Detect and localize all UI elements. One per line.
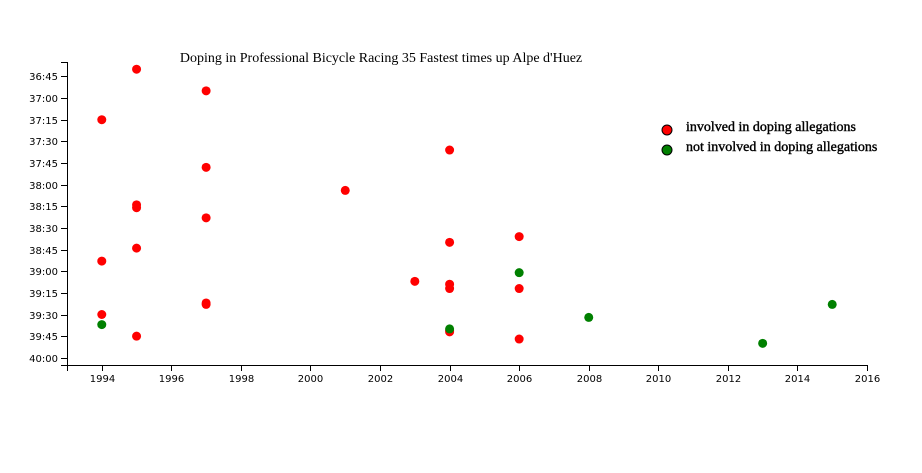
point-clean: [584, 312, 594, 322]
point-doping: [445, 237, 455, 247]
y-tick-label: 38:15: [29, 202, 58, 213]
y-tick-label: 37:00: [29, 94, 58, 105]
data-points: [97, 64, 837, 348]
point-doping: [97, 310, 107, 319]
legend-marker-doping: [661, 124, 673, 136]
y-tick-label: 37:15: [29, 116, 58, 127]
x-tick-label: 2006: [507, 374, 532, 385]
point-doping: [514, 284, 524, 294]
y-tick-label: 40:00: [29, 354, 58, 365]
x-tick-label: 1994: [90, 374, 115, 385]
point-doping: [97, 115, 107, 125]
x-tick-label: 2014: [785, 374, 810, 385]
legend-label-doping: involved in doping allegations: [686, 120, 856, 135]
x-tick-label: 1998: [229, 374, 254, 385]
point-doping: [514, 334, 524, 344]
point-doping: [132, 243, 142, 253]
point-clean: [827, 299, 837, 309]
x-tick-label: 2012: [716, 374, 741, 385]
point-clean: [445, 324, 455, 334]
chart-title: Doping in Professional Bicycle Racing 35…: [180, 51, 582, 66]
point-doping: [201, 86, 211, 96]
legend-marker-clean: [661, 144, 673, 156]
point-doping: [410, 276, 420, 286]
x-tick-label: 2002: [368, 374, 393, 385]
y-tick-label: 36:45: [29, 72, 58, 83]
point-doping: [132, 203, 142, 213]
x-tick-label: 2008: [577, 374, 602, 385]
y-tick-label: 37:30: [29, 137, 58, 148]
y-axis: 36:45 37:00 37:15 37:30 37:45 38:00 38:15 38:30…: [29, 62, 68, 366]
x-tick-label: 1996: [159, 374, 184, 385]
y-tick-label: 39:45: [29, 332, 58, 343]
point-doping: [514, 232, 524, 242]
x-axis: 1994 1996 1998 2000 2002 2004 2006 2008 2010 2012…: [67, 365, 880, 385]
x-tick-label: 2016: [855, 374, 880, 385]
point-clean: [514, 268, 524, 278]
point-doping: [445, 284, 455, 294]
legend: involved in doping allegations not involv…: [661, 120, 878, 156]
point-doping: [445, 145, 455, 155]
point-doping: [340, 185, 350, 195]
point-doping: [97, 256, 107, 266]
point-doping: [201, 299, 211, 309]
point-doping: [201, 213, 211, 223]
x-tick-label: 2000: [298, 374, 323, 385]
point-doping: [132, 331, 142, 341]
point-clean: [758, 338, 768, 348]
y-tick-label: 39:00: [29, 267, 58, 278]
legend-label-clean: not involved in doping allegations: [686, 140, 877, 155]
y-tick-label: 39:15: [29, 289, 58, 300]
point-clean: [97, 320, 107, 330]
y-tick-label: 38:45: [29, 246, 58, 257]
point-doping: [201, 162, 211, 172]
y-tick-label: 39:30: [29, 311, 58, 322]
x-tick-label: 2004: [438, 374, 463, 385]
y-tick-label: 38:00: [29, 181, 58, 192]
y-tick-label: 38:30: [29, 224, 58, 235]
x-tick-label: 2010: [646, 374, 671, 385]
y-tick-label: 37:45: [29, 159, 58, 170]
point-doping: [132, 64, 142, 74]
